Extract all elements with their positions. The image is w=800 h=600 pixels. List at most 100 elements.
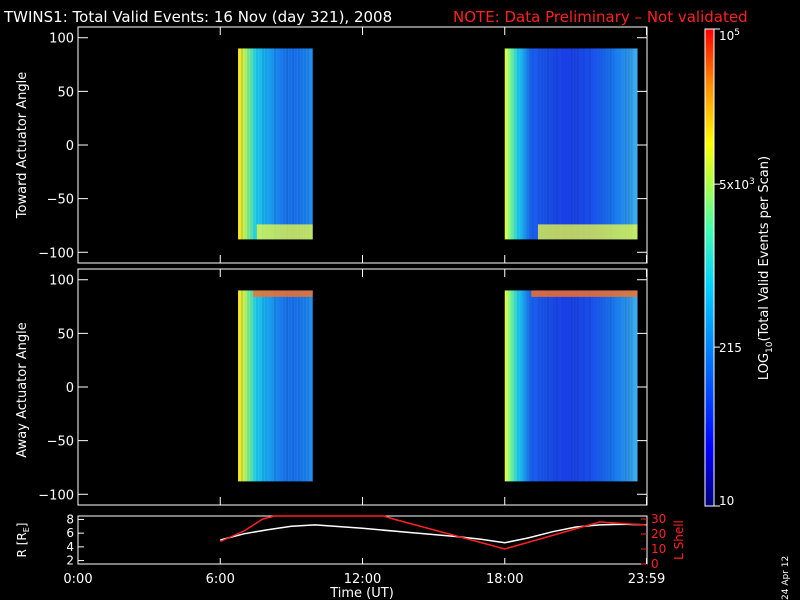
- orbit-ylabel-left-sub: E: [22, 527, 31, 532]
- data-block-stripe: [280, 290, 282, 481]
- x-tick-label: 12:00: [344, 572, 381, 587]
- data-block-fill: [238, 48, 313, 240]
- data-block-stripe: [304, 290, 307, 482]
- orbit-ylabel-left-text: R [R: [15, 532, 29, 557]
- y-tick-label: −50: [47, 435, 74, 450]
- data-block-stripe: [277, 290, 279, 481]
- data-block-stripe: [609, 290, 612, 482]
- data-block-stripe: [283, 290, 286, 482]
- data-block-edge: [537, 224, 638, 240]
- data-block-stripe: [262, 290, 265, 482]
- colorbar-tick-label: 105: [719, 28, 740, 43]
- y-tick-label: 0: [66, 139, 74, 154]
- data-block-fill: [238, 290, 313, 482]
- data-block: [504, 48, 638, 240]
- data-block-stripe: [624, 290, 627, 482]
- data-block-stripe: [592, 48, 594, 239]
- data-block-stripe: [286, 48, 289, 240]
- data-block-stripe: [286, 290, 289, 482]
- orbit-ylabel-right: L Shell: [672, 520, 686, 560]
- data-block-stripe: [292, 290, 295, 482]
- data-block-stripe: [250, 290, 253, 482]
- data-block-stripe: [535, 290, 537, 481]
- y-tick-label: −50: [47, 193, 74, 208]
- data-block-stripe: [271, 48, 273, 239]
- data-block-stripe: [630, 48, 633, 240]
- data-block-stripe: [570, 290, 573, 482]
- orbit-left-tick-label: 8: [66, 512, 74, 526]
- away-ylabel: Away Actuator Angle: [15, 322, 30, 457]
- toward-x-axis: [77, 27, 648, 263]
- data-block-stripe: [634, 290, 636, 481]
- data-block-stripe: [600, 48, 603, 240]
- data-block-stripe: [540, 290, 543, 482]
- data-block-stripe: [600, 290, 603, 482]
- data-block-stripe: [627, 48, 630, 240]
- data-block-edge: [256, 224, 313, 240]
- data-block-stripe: [241, 290, 244, 482]
- data-block-stripe: [573, 290, 576, 482]
- data-block-stripe: [295, 48, 297, 239]
- data-block-stripe: [244, 290, 246, 481]
- data-block-stripe: [588, 48, 591, 240]
- data-block-stripe: [520, 48, 522, 239]
- data-block-stripe: [520, 290, 522, 481]
- colorbar-label-sub: 10: [765, 341, 775, 353]
- data-block: [238, 290, 313, 482]
- data-block-stripe: [573, 48, 576, 240]
- data-block-stripe: [295, 290, 297, 481]
- data-block-stripe: [568, 290, 570, 481]
- colorbar-ramp: [704, 28, 715, 507]
- data-block-stripe: [253, 48, 256, 240]
- orbit-right-tick-label: 0: [651, 557, 659, 571]
- y-tick-label: 100: [49, 274, 74, 289]
- data-block-stripe: [268, 48, 270, 239]
- away-y-axis: 100 50 0 −50 −100: [38, 274, 647, 503]
- data-block-stripe: [609, 48, 612, 240]
- orbit-panel-frame: [77, 515, 648, 565]
- data-block-stripe: [630, 290, 633, 482]
- data-block-stripe: [301, 290, 304, 482]
- data-block-stripe: [241, 48, 244, 240]
- data-block-stripe: [576, 48, 579, 240]
- data-block-stripe: [537, 290, 540, 482]
- data-block-stripe: [253, 290, 256, 482]
- toward-data-blocks: [238, 48, 638, 240]
- data-block-stripe: [606, 290, 609, 482]
- data-block-stripe: [525, 290, 528, 482]
- data-block-stripe: [289, 290, 292, 482]
- data-block-stripe: [546, 290, 549, 482]
- data-block-stripe: [597, 290, 600, 482]
- colorbar-tick-base: 5x10: [719, 178, 749, 192]
- data-block-stripe: [301, 48, 304, 240]
- orbit-left-tick-label: 4: [66, 540, 74, 554]
- data-block-stripe: [582, 48, 585, 240]
- x-tick-label: 18:00: [486, 572, 523, 587]
- data-block-stripe: [250, 48, 253, 240]
- data-block-stripe: [277, 48, 279, 239]
- orbit-right-tick-label: 30: [651, 512, 666, 526]
- data-block-stripe: [531, 48, 534, 240]
- data-block-stripe: [537, 48, 540, 240]
- data-block-stripe: [523, 48, 525, 239]
- data-block-stripe: [307, 290, 310, 482]
- y-tick-label: 100: [49, 32, 74, 47]
- orbit-ylabel-left-end: ]: [15, 523, 29, 528]
- x-tick-label: 23:59: [628, 572, 665, 587]
- data-block-stripe: [582, 290, 585, 482]
- lshell-line: [219, 515, 647, 550]
- data-block-stripe: [616, 290, 618, 481]
- data-block-stripe: [528, 290, 531, 482]
- data-block-stripe: [271, 290, 273, 481]
- data-block-stripe: [513, 290, 516, 482]
- data-block-stripe: [289, 48, 292, 240]
- data-block-stripe: [283, 48, 286, 240]
- colorbar-tick-label: 10: [719, 494, 734, 508]
- data-block-stripe: [606, 48, 609, 240]
- data-block-stripe: [268, 290, 270, 481]
- orbit-right-tick-label: 10: [651, 542, 666, 556]
- x-axis-label: Time (UT): [329, 586, 394, 600]
